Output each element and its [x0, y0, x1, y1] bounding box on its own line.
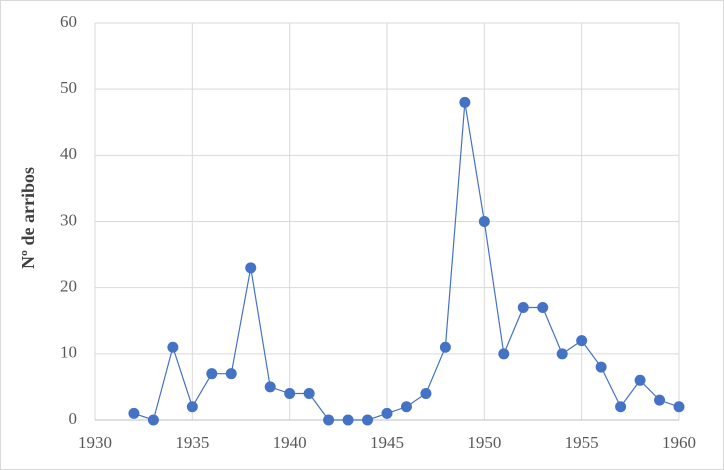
- marker: [556, 348, 568, 360]
- marker: [303, 388, 315, 400]
- marker: [362, 414, 374, 426]
- marker: [264, 381, 276, 393]
- marker: [673, 401, 685, 413]
- marker: [400, 401, 412, 413]
- y-tick-label: 30: [60, 210, 77, 229]
- marker: [459, 96, 471, 108]
- marker: [342, 414, 354, 426]
- x-tick-label: 1930: [78, 433, 112, 452]
- marker: [186, 401, 198, 413]
- x-tick-label: 1955: [565, 433, 599, 452]
- marker: [284, 388, 296, 400]
- x-tick-label: 1950: [467, 433, 501, 452]
- y-tick-label: 0: [69, 409, 78, 428]
- marker: [634, 374, 646, 386]
- marker: [206, 368, 218, 380]
- x-tick-label: 1940: [273, 433, 307, 452]
- marker: [615, 401, 627, 413]
- y-axis-title: Nº de arribos: [18, 167, 38, 269]
- y-tick-label: 20: [60, 277, 77, 296]
- marker: [517, 302, 529, 314]
- marker: [323, 414, 335, 426]
- y-tick-label: 50: [60, 78, 77, 97]
- marker: [128, 407, 140, 419]
- marker: [167, 341, 179, 353]
- marker: [245, 262, 257, 274]
- marker: [576, 335, 588, 347]
- y-tick-label: 40: [60, 144, 77, 163]
- marker: [654, 394, 666, 406]
- marker: [595, 361, 607, 373]
- marker: [420, 388, 432, 400]
- x-tick-label: 1935: [175, 433, 209, 452]
- marker: [537, 302, 549, 314]
- marker: [147, 414, 159, 426]
- y-tick-label: 10: [60, 343, 77, 362]
- marker: [439, 341, 451, 353]
- y-tick-label: 60: [60, 12, 77, 31]
- marker: [478, 216, 490, 227]
- marker: [225, 368, 237, 380]
- marker: [498, 348, 510, 360]
- x-tick-label: 1960: [662, 433, 696, 452]
- x-tick-label: 1945: [370, 433, 404, 452]
- marker: [381, 407, 393, 419]
